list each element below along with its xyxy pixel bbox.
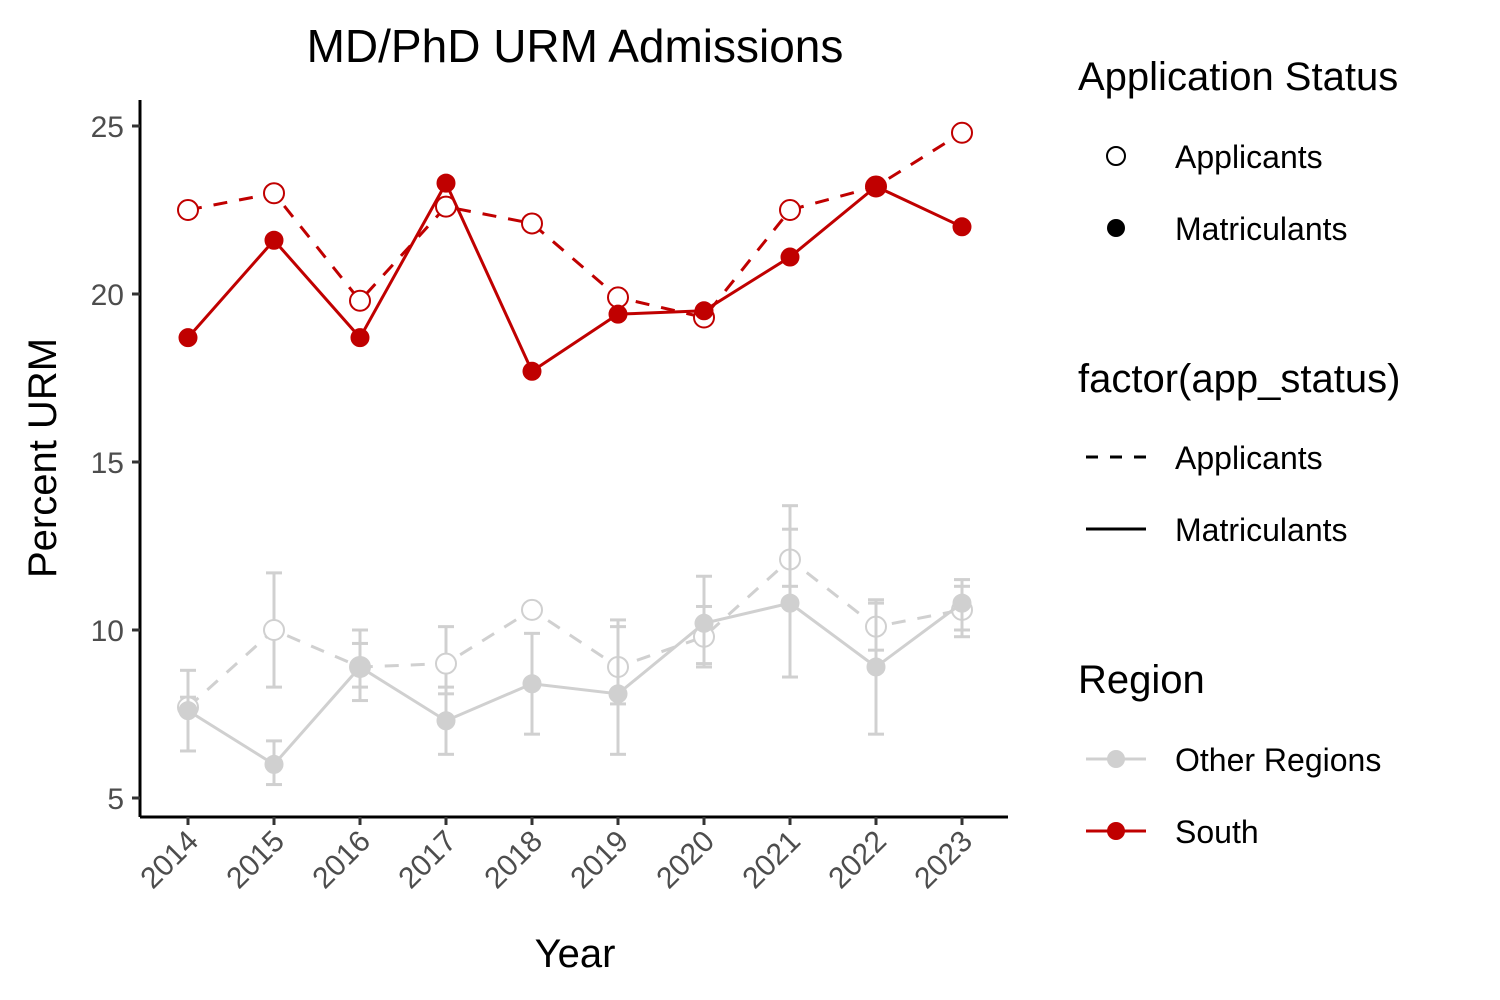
data-point-south-applicants [951,121,973,144]
data-point-south-matriculants [264,230,284,250]
legend-item-applicants-linetype: Applicants [1175,440,1323,476]
data-point-south-matriculants [866,176,886,196]
x-tick-label: 2016 [306,825,377,896]
legend-title-application-status: Application Status [1078,55,1398,99]
x-tick-label: 2018 [478,825,549,896]
data-point-south-applicants [177,199,199,221]
legend-other-regions-point-icon [1107,750,1125,768]
legend-item-south: South [1175,814,1259,850]
y-tick-label: 20 [91,279,124,312]
data-point-south-matriculants [436,173,456,193]
data-point-other-regions-matriculants [866,657,886,677]
data-point-south-matriculants [694,301,714,321]
data-point-south-matriculants [952,217,972,237]
y-axis-label: Percent URM [21,338,65,578]
x-tick-label: 2014 [134,825,205,896]
data-point-other-regions-matriculants [522,674,542,694]
legend-item-applicants-shape: Applicants [1175,139,1323,175]
data-point-south-matriculants [608,304,628,324]
x-tick-label: 2023 [908,825,979,896]
series-line-south-matriculants [186,179,963,374]
x-tick-label: 2021 [736,825,807,896]
data-point-other-regions-matriculants [178,701,198,721]
data-point-south-applicants [779,199,801,221]
data-point-other-regions-matriculants [780,593,800,613]
series-line-other-regions-applicants [186,557,963,709]
data-point-other-regions-matriculants [436,711,456,731]
legend-item-matriculants-shape: Matriculants [1175,211,1348,247]
data-point-other-regions-matriculants [350,657,370,677]
x-tick-label: 2020 [650,825,721,896]
legend-item-matriculants-linetype: Matriculants [1175,512,1348,548]
data-point-south-matriculants [522,361,542,381]
data-point-other-regions-applicants [263,619,285,641]
data-point-other-regions-applicants [435,652,457,675]
x-axis-label: Year [535,932,616,976]
legend-title-linetype: factor(app_status) [1078,357,1400,401]
x-tick-label: 2015 [220,825,291,896]
legend-filled-circle-icon [1107,219,1125,237]
y-tick-label: 25 [91,111,124,144]
data-point-other-regions-matriculants [608,684,628,704]
data-point-other-regions-matriculants [264,754,284,774]
y-tick-label: 5 [107,783,124,816]
series-line-other-regions-matriculants [187,601,963,767]
y-tick-label: 15 [91,447,124,480]
chart-title: MD/PhD URM Admissions [307,20,844,72]
data-point-south-applicants [521,212,543,235]
legend-title-region: Region [1078,658,1205,702]
data-point-south-matriculants [350,328,370,348]
data-point-south-applicants [607,286,629,309]
plot-area [177,121,973,787]
series-line-south-applicants [187,131,963,320]
data-point-other-regions-matriculants [952,593,972,613]
x-tick-label: 2017 [392,825,463,896]
legend-open-circle-icon [1106,146,1126,166]
data-point-south-matriculants [178,328,198,348]
legend: Application Status Applicants Matriculan… [1078,55,1400,850]
data-point-other-regions-matriculants [694,613,714,633]
data-point-south-applicants [263,182,285,205]
data-point-south-matriculants [780,247,800,267]
x-tick-label: 2022 [822,825,893,896]
data-point-other-regions-applicants [521,598,543,621]
x-tick-label: 2019 [564,825,635,896]
data-point-south-applicants [349,289,371,312]
legend-south-point-icon [1107,822,1125,840]
y-tick-label: 10 [91,615,124,648]
legend-item-other-regions: Other Regions [1175,742,1381,778]
